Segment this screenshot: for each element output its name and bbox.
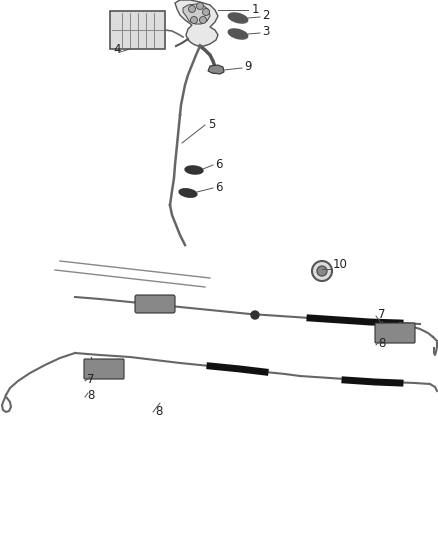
Text: 6: 6: [215, 181, 223, 194]
Text: 10: 10: [333, 258, 348, 271]
Polygon shape: [175, 0, 218, 46]
Ellipse shape: [228, 13, 248, 23]
Text: 8: 8: [378, 337, 385, 350]
Ellipse shape: [185, 166, 203, 174]
Polygon shape: [183, 4, 210, 24]
Text: 7: 7: [87, 373, 95, 386]
Text: 2: 2: [262, 9, 269, 22]
Ellipse shape: [228, 29, 248, 39]
Circle shape: [199, 17, 206, 23]
Text: 4: 4: [113, 43, 120, 56]
Text: 8: 8: [87, 389, 94, 402]
Circle shape: [317, 266, 327, 276]
Circle shape: [197, 3, 204, 10]
Circle shape: [188, 5, 195, 12]
Text: 3: 3: [262, 25, 269, 38]
Polygon shape: [208, 65, 224, 74]
Circle shape: [202, 9, 209, 15]
Circle shape: [191, 17, 198, 23]
Text: 1: 1: [252, 3, 259, 16]
Text: 5: 5: [208, 118, 215, 131]
Text: 9: 9: [244, 60, 251, 73]
Text: 7: 7: [378, 308, 385, 321]
FancyBboxPatch shape: [110, 11, 165, 49]
Circle shape: [312, 261, 332, 281]
Text: 8: 8: [155, 405, 162, 418]
FancyBboxPatch shape: [84, 359, 124, 379]
Ellipse shape: [179, 189, 197, 197]
FancyBboxPatch shape: [135, 295, 175, 313]
Text: 6: 6: [215, 158, 223, 171]
FancyBboxPatch shape: [375, 323, 415, 343]
Circle shape: [251, 311, 259, 319]
